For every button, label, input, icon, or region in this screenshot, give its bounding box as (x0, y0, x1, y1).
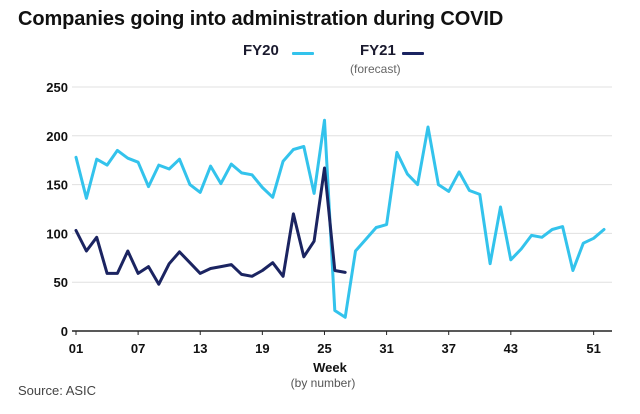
x-axis-sublabel: (by number) (291, 376, 356, 390)
legend-swatch-fy21 (402, 52, 424, 55)
x-tick-label-19: 19 (255, 341, 269, 356)
legend-note-fy21: (forecast) (350, 62, 401, 76)
x-tick-label-51: 51 (586, 341, 600, 356)
x-tick-label-13: 13 (193, 341, 207, 356)
y-tick-label-50: 50 (54, 275, 68, 290)
legend-label-fy20: FY20 (243, 42, 279, 59)
x-tick-label-37: 37 (441, 341, 455, 356)
x-axis-label: Week (313, 360, 347, 375)
grid-lines (72, 86, 612, 332)
y-tick-label-0: 0 (61, 324, 68, 339)
series-line-fy21 (74, 166, 347, 286)
y-tick-label-250: 250 (46, 80, 68, 95)
y-tick-labels: 0 50 100 150 200 250 (46, 80, 68, 339)
x-tick-label-43: 43 (504, 341, 518, 356)
y-tick-label-150: 150 (46, 178, 68, 193)
legend-swatch-fy20 (292, 52, 314, 55)
y-tick-label-200: 200 (46, 129, 68, 144)
series-lines (74, 118, 606, 319)
legend-label-fy21: FY21 (360, 42, 396, 59)
x-tick-labels: 01 07 13 19 25 31 37 43 51 (69, 331, 601, 356)
source-note: Source: ASIC (18, 383, 97, 398)
x-tick-label-31: 31 (379, 341, 393, 356)
x-tick-label-01: 01 (69, 341, 83, 356)
chart-title: Companies going into administration duri… (18, 8, 504, 30)
series-line-fy20 (74, 118, 606, 319)
x-tick-label-25: 25 (317, 341, 331, 356)
y-tick-label-100: 100 (46, 226, 68, 241)
x-tick-label-07: 07 (131, 341, 145, 356)
